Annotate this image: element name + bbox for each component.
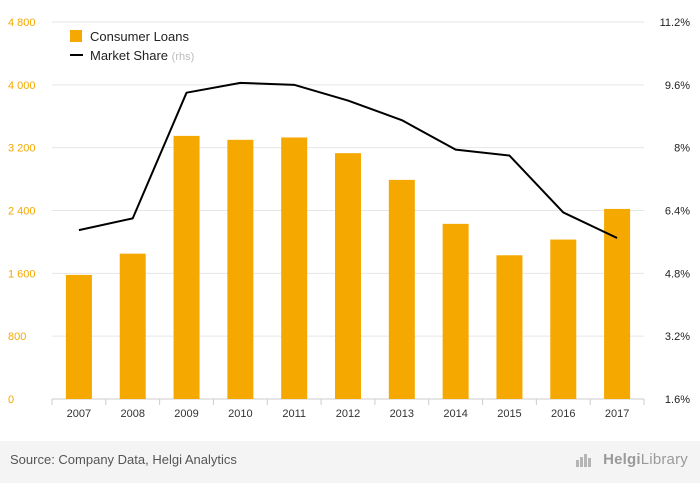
y-right-tick-label: 1.6% xyxy=(665,394,690,406)
brand-logo[interactable]: HelgiLibrary xyxy=(575,451,688,468)
bar-consumer-loans[interactable] xyxy=(388,179,415,399)
x-tick-label: 2010 xyxy=(228,408,252,420)
bar-consumer-loans[interactable] xyxy=(119,253,146,399)
y-right-tick-label: 11.2% xyxy=(660,17,691,29)
x-tick-label: 2016 xyxy=(551,408,575,420)
legend-label-consumer-loans[interactable]: Consumer Loans xyxy=(90,29,189,44)
x-tick-label: 2011 xyxy=(282,408,306,420)
bar-consumer-loans[interactable] xyxy=(65,274,92,399)
footer: Source: Company Data, Helgi Analytics He… xyxy=(0,441,700,483)
legend-swatch-consumer-loans xyxy=(70,30,82,42)
y-left-tick-label: 1 600 xyxy=(8,268,36,280)
bar-consumer-loans[interactable] xyxy=(227,139,254,399)
y-left-tick-label: 4 000 xyxy=(8,80,36,92)
bar-consumer-loans[interactable] xyxy=(335,153,361,399)
source-note: Source: Company Data, Helgi Analytics xyxy=(10,452,237,467)
y-right-tick-label: 4.8% xyxy=(665,268,690,280)
bar-consumer-loans[interactable] xyxy=(442,223,469,399)
brand-name-bold: Helgi xyxy=(603,451,641,468)
line-market-share[interactable] xyxy=(78,81,618,239)
y-right-tick-label: 9.6% xyxy=(665,80,690,92)
y-right-tick-label: 6.4% xyxy=(665,206,690,218)
bar-consumer-loans[interactable] xyxy=(550,239,577,399)
x-tick-label: 2013 xyxy=(390,408,414,420)
x-tick-label: 2009 xyxy=(174,408,198,420)
y-left-tick-label: 4 800 xyxy=(8,17,36,29)
x-tick-label: 2007 xyxy=(67,408,91,420)
y-left-tick-label: 2 400 xyxy=(8,206,36,218)
bar-consumer-loans[interactable] xyxy=(281,137,308,400)
bar-consumer-loans[interactable] xyxy=(173,135,200,399)
brand-icon xyxy=(575,454,591,468)
x-tick-label: 2017 xyxy=(605,408,629,420)
brand-name-rest: Library xyxy=(640,451,688,468)
bar-consumer-loans[interactable] xyxy=(604,208,631,399)
x-tick-label: 2014 xyxy=(443,408,467,420)
y-left-tick-label: 800 xyxy=(8,331,26,343)
legend-rhs-note: (rhs) xyxy=(172,51,195,63)
x-tick-label: 2015 xyxy=(497,408,521,420)
chart-svg: 0 800 1 600 2 400 3 200 4 000 4 800 1.6% 3.2% 4.8… xyxy=(8,17,691,420)
y-left-tick-label: 0 xyxy=(8,394,14,406)
bar-consumer-loans[interactable] xyxy=(496,255,523,399)
legend-label-market-share[interactable]: Market Share (rhs) xyxy=(90,48,194,63)
y-right-tick-label: 3.2% xyxy=(665,331,690,343)
x-tick-label: 2012 xyxy=(336,408,360,420)
x-tick-label: 2008 xyxy=(120,408,144,420)
y-left-tick-label: 3 200 xyxy=(8,143,36,155)
y-right-tick-label: 8% xyxy=(674,143,690,155)
